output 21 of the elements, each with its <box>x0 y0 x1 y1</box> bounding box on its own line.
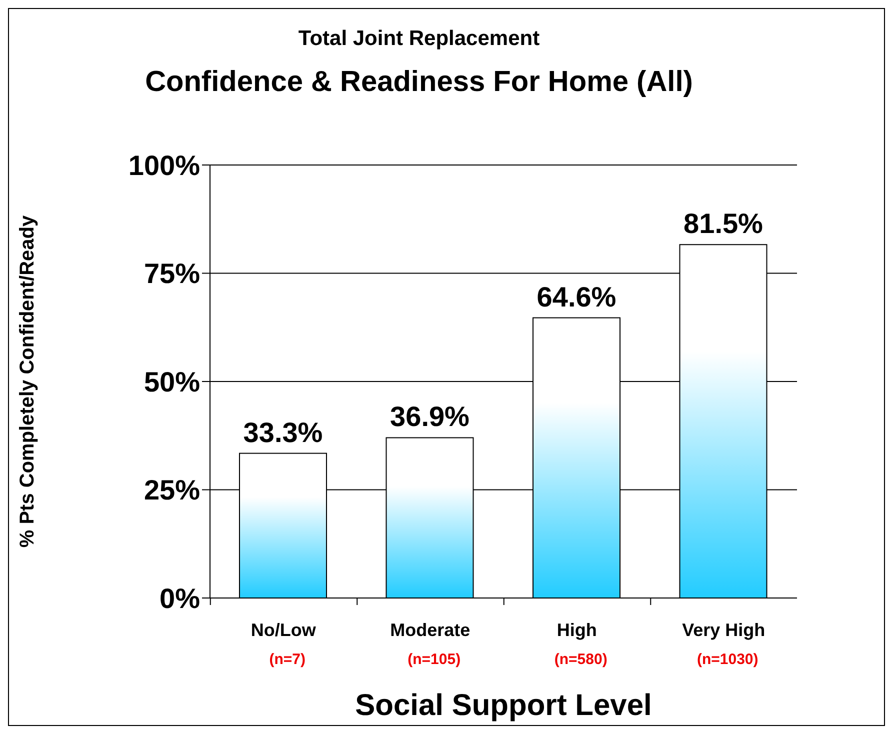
data-label: 36.9% <box>390 401 470 432</box>
x-axis-title: Social Support Level <box>354 689 653 723</box>
y-axis-title: % Pts Completely Confident/Ready <box>16 214 38 548</box>
y-tick-label: 0% <box>160 582 200 614</box>
chart-title: Total Joint Replacement <box>297 27 541 51</box>
text: (n=580) <box>554 651 608 668</box>
data-label: 64.6% <box>536 281 616 312</box>
y-tick-label: 25% <box>144 474 200 506</box>
data-label: 33.3% <box>243 416 323 448</box>
data-label: 81.5% <box>684 208 764 240</box>
y-tick-label: 50% <box>144 366 200 398</box>
chart-subtitle: Confidence & Readiness For Home (All) <box>144 66 694 99</box>
x-tick-label: Very High <box>682 620 766 640</box>
text: (n=105) <box>408 651 461 668</box>
x-tick-label: High <box>556 620 597 640</box>
x-tick-label: Moderate <box>390 620 470 640</box>
y-tick-label: 75% <box>144 258 200 290</box>
text: (n=1030) <box>696 651 758 668</box>
y-tick-label: 100% <box>128 150 200 181</box>
x-tick-label: No/Low <box>250 620 317 640</box>
text: (n=7) <box>269 651 306 668</box>
